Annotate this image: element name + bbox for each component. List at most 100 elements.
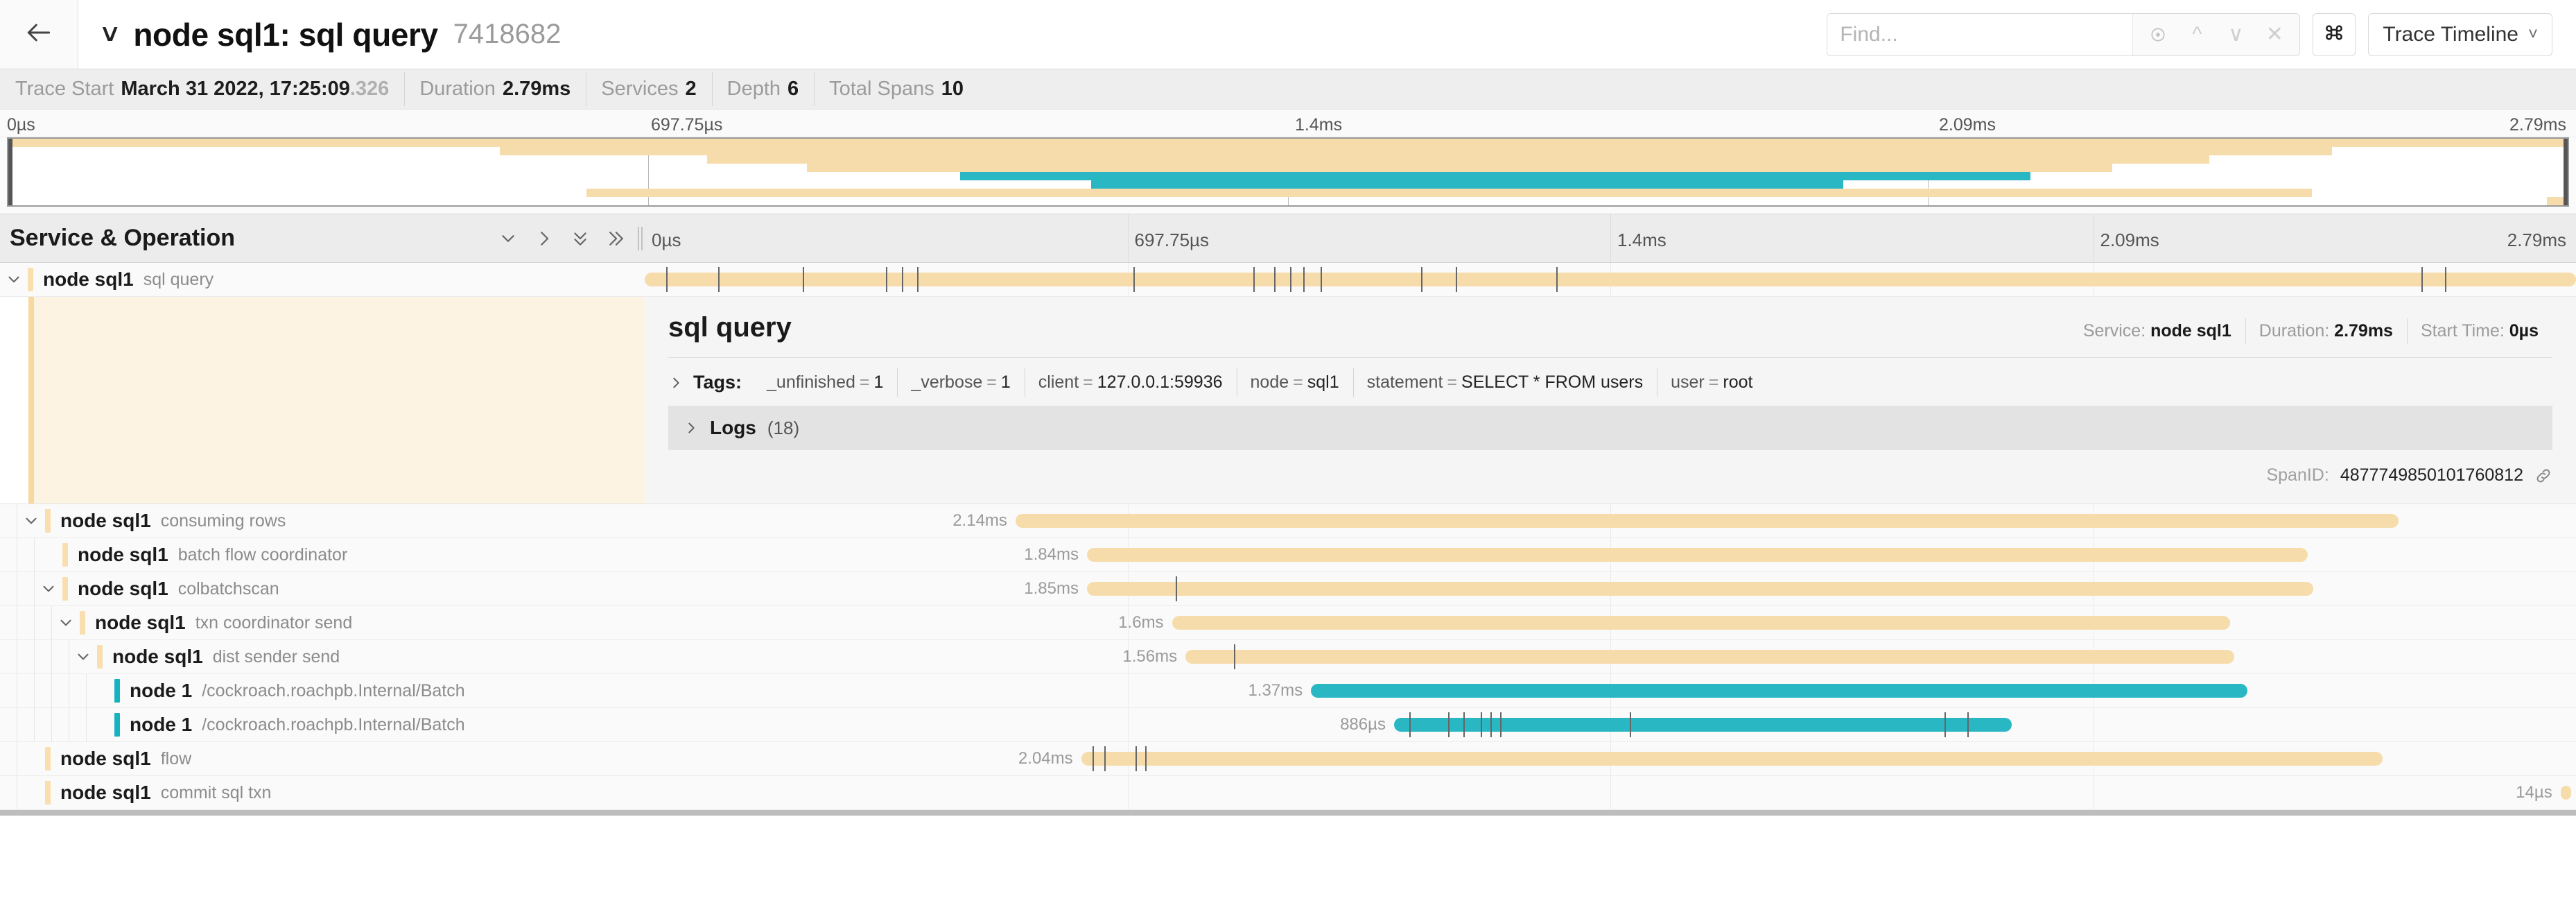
span-row-label[interactable]: node sql1 txn coordinator send: [0, 606, 645, 639]
span-timeline-cell[interactable]: 1.84ms: [645, 538, 2576, 571]
span-log-marker[interactable]: [1135, 746, 1137, 771]
span-log-marker[interactable]: [1289, 267, 1291, 292]
span-duration-bar[interactable]: [645, 273, 2576, 286]
span-row-label[interactable]: node sql1 dist sender send: [0, 640, 645, 673]
span-row[interactable]: node 1/cockroach.roachpb.Internal/Batch 1…: [0, 674, 2576, 708]
chevron-right-icon[interactable]: [684, 420, 699, 436]
span-log-marker[interactable]: [1447, 712, 1450, 737]
span-timeline-cell[interactable]: 2.04ms: [645, 742, 2576, 775]
span-expand-caret-icon[interactable]: [69, 640, 97, 673]
minimap-viewport[interactable]: [7, 137, 2569, 207]
span-row-label[interactable]: node sql1 consuming rows: [0, 504, 645, 538]
span-row[interactable]: node sql1 consuming rows 2.14ms: [0, 504, 2576, 538]
span-row-label[interactable]: node sql1 batch flow coordinator: [0, 538, 645, 571]
span-log-marker[interactable]: [1303, 267, 1305, 292]
span-timeline-cell[interactable]: 1.85ms: [645, 572, 2576, 605]
span-row[interactable]: node 1/cockroach.roachpb.Internal/Batch 8…: [0, 708, 2576, 742]
minimap-drag-handle-left[interactable]: [8, 139, 12, 205]
span-row[interactable]: node sql1 colbatchscan 1.85ms: [0, 572, 2576, 606]
span-row[interactable]: node sql1 batch flow coordinator 1.84ms: [0, 538, 2576, 572]
close-icon[interactable]: ✕: [2265, 23, 2283, 46]
span-expand-caret-icon[interactable]: [17, 504, 45, 538]
span-expand-caret-icon[interactable]: [52, 606, 80, 639]
span-timeline-cell[interactable]: 14µs: [645, 776, 2576, 809]
search-input[interactable]: [1827, 13, 2133, 55]
expand-all-icon[interactable]: [606, 228, 627, 249]
span-log-marker[interactable]: [1420, 267, 1422, 292]
span-row[interactable]: node sql1 flow 2.04ms: [0, 742, 2576, 776]
span-duration-bar[interactable]: [1185, 650, 2234, 664]
span-duration-bar[interactable]: [1393, 718, 2012, 732]
span-row-label[interactable]: node 1/cockroach.roachpb.Internal/Batch: [0, 708, 645, 741]
span-duration-bar[interactable]: [1311, 684, 2248, 698]
span-log-marker[interactable]: [1093, 746, 1095, 771]
minimap-drag-handle-right[interactable]: [2564, 139, 2568, 205]
span-log-marker[interactable]: [1145, 746, 1147, 771]
span-duration-bar[interactable]: [1086, 582, 2314, 596]
back-button[interactable]: [0, 0, 78, 69]
span-row-label[interactable]: node sql1 sql query: [0, 263, 645, 296]
trace-collapse-caret-icon[interactable]: ˅: [102, 19, 119, 50]
span-log-marker[interactable]: [1409, 712, 1411, 737]
span-timeline-cell[interactable]: [645, 263, 2576, 296]
chevron-up-icon[interactable]: ^: [2192, 22, 2202, 46]
column-resizer[interactable]: [638, 226, 645, 250]
span-timeline-cell[interactable]: 886µs: [645, 708, 2576, 741]
span-row[interactable]: node sql1 sql query: [0, 263, 2576, 297]
span-timeline-cell[interactable]: 2.14ms: [645, 504, 2576, 538]
span-log-marker[interactable]: [1629, 712, 1631, 737]
link-icon[interactable]: [2534, 467, 2552, 485]
span-row-label[interactable]: node sql1 flow: [0, 742, 645, 775]
span-log-marker[interactable]: [1944, 712, 1946, 737]
expand-one-icon[interactable]: [534, 228, 555, 249]
span-log-marker[interactable]: [2421, 267, 2423, 292]
span-duration-bar[interactable]: [1015, 514, 2399, 528]
collapse-all-icon[interactable]: [570, 228, 591, 249]
span-log-marker[interactable]: [717, 267, 720, 292]
span-log-marker[interactable]: [1500, 712, 1502, 737]
span-logs-row[interactable]: Logs (18): [668, 406, 2552, 450]
span-row-label[interactable]: node sql1 colbatchscan: [0, 572, 645, 605]
span-log-marker[interactable]: [1967, 712, 1969, 737]
span-log-marker[interactable]: [901, 267, 903, 292]
span-row-label[interactable]: node sql1 commit sql txn: [0, 776, 645, 809]
horizontal-scrollbar[interactable]: [0, 810, 2576, 816]
span-timeline-cell[interactable]: 1.6ms: [645, 606, 2576, 639]
span-row[interactable]: node sql1 commit sql txn 14µs: [0, 776, 2576, 810]
span-timeline-cell[interactable]: 1.37ms: [645, 674, 2576, 707]
span-log-marker[interactable]: [1463, 712, 1465, 737]
span-duration-bar[interactable]: [1172, 616, 2231, 630]
span-row[interactable]: node sql1 dist sender send 1.56ms: [0, 640, 2576, 674]
span-log-marker[interactable]: [1456, 267, 1458, 292]
span-duration-bar[interactable]: [2560, 786, 2572, 800]
span-duration-bar[interactable]: [1086, 548, 2308, 562]
span-log-marker[interactable]: [1490, 712, 1492, 737]
chevron-right-icon[interactable]: [668, 375, 684, 390]
span-log-marker[interactable]: [1233, 644, 1235, 669]
span-expand-caret-icon[interactable]: [0, 263, 28, 296]
span-log-marker[interactable]: [665, 267, 668, 292]
view-mode-select[interactable]: Trace Timeline ˅: [2368, 12, 2552, 56]
chevron-down-icon[interactable]: ∨: [2228, 23, 2244, 46]
span-log-marker[interactable]: [1176, 576, 1178, 601]
span-log-marker[interactable]: [1556, 267, 1558, 292]
crosshair-icon[interactable]: [2140, 14, 2176, 55]
span-log-marker[interactable]: [803, 267, 805, 292]
span-log-marker[interactable]: [1104, 746, 1106, 771]
span-log-marker[interactable]: [916, 267, 919, 292]
span-log-marker[interactable]: [1133, 267, 1135, 292]
span-log-marker[interactable]: [1321, 267, 1323, 292]
span-log-marker[interactable]: [1481, 712, 1483, 737]
span-row[interactable]: node sql1 txn coordinator send 1.6ms: [0, 606, 2576, 640]
collapse-one-icon[interactable]: [498, 228, 519, 249]
span-log-marker[interactable]: [886, 267, 888, 292]
span-log-marker[interactable]: [1253, 267, 1255, 292]
span-expand-caret-icon[interactable]: [35, 572, 62, 605]
span-duration-bar[interactable]: [1081, 752, 2383, 766]
span-timeline-cell[interactable]: 1.56ms: [645, 640, 2576, 673]
span-log-marker[interactable]: [1274, 267, 1276, 292]
span-tags-row[interactable]: Tags: _unfinished = 1 _verbose = 1 client = 127.0…: [645, 358, 2576, 397]
span-row-label[interactable]: node 1/cockroach.roachpb.Internal/Batch: [0, 674, 645, 707]
keyboard-shortcuts-button[interactable]: [2313, 12, 2356, 56]
span-log-marker[interactable]: [2444, 267, 2446, 292]
